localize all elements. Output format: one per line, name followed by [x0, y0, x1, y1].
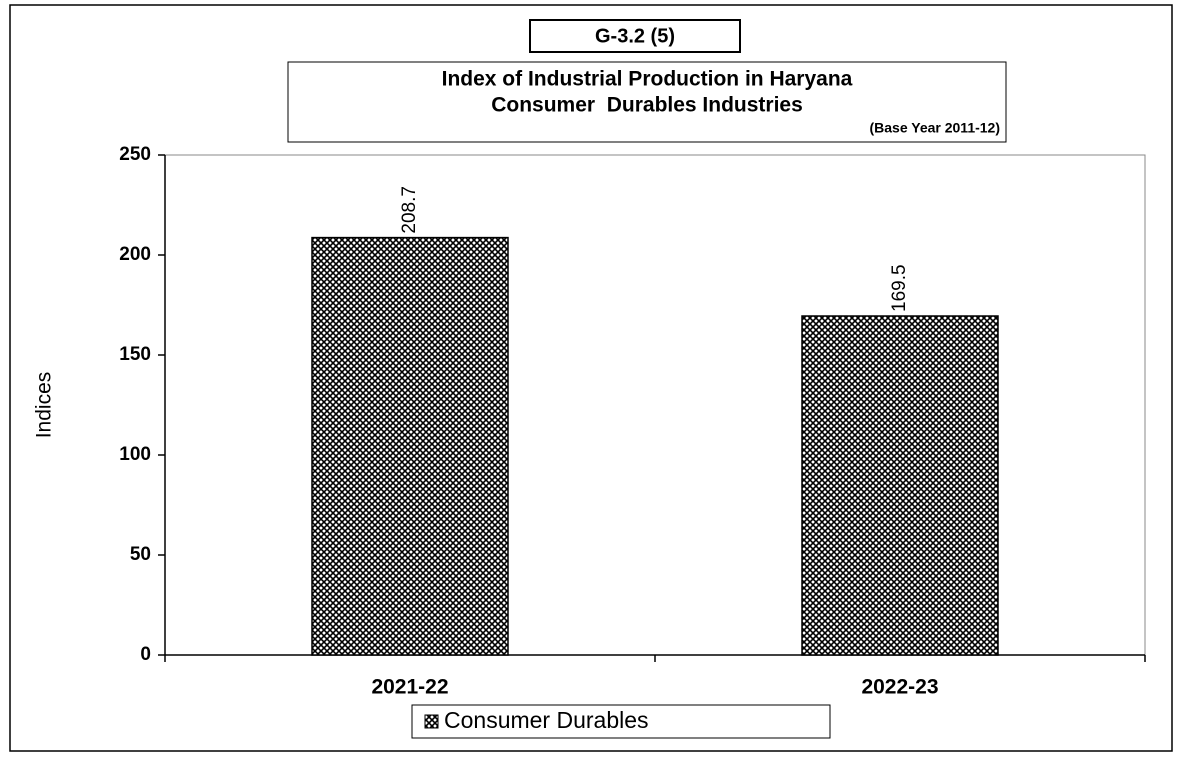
outer-frame: [9, 4, 1173, 752]
y-tick-label: 0: [140, 644, 151, 665]
figure-label: G-3.2 (5): [595, 25, 675, 47]
data-label: 169.5: [889, 264, 910, 312]
legend-swatch: [424, 714, 439, 729]
title-box: [287, 61, 1007, 143]
y-tick-label: 200: [119, 244, 151, 265]
x-tick-label: 2022-23: [861, 676, 938, 699]
y-tick-label: 100: [119, 444, 151, 465]
x-tick-label: 2021-22: [371, 676, 448, 699]
y-tick-label: 250: [119, 144, 151, 165]
chart-title: Consumer Durables Industries: [491, 94, 803, 117]
y-axis-label: Indices: [33, 372, 56, 439]
plot-frame: [165, 154, 1146, 655]
chart-title: Index of Industrial Production in Haryan…: [442, 68, 853, 91]
data-label: 208.7: [399, 186, 420, 234]
y-tick-label: 150: [119, 344, 151, 365]
legend-label: Consumer Durables: [444, 707, 649, 733]
chart-note: (Base Year 2011-12): [869, 120, 1000, 136]
figure-label-box: [529, 19, 741, 53]
y-tick-label: 50: [130, 544, 151, 565]
bar: [801, 315, 999, 656]
bar: [311, 236, 509, 656]
legend: [411, 704, 831, 739]
